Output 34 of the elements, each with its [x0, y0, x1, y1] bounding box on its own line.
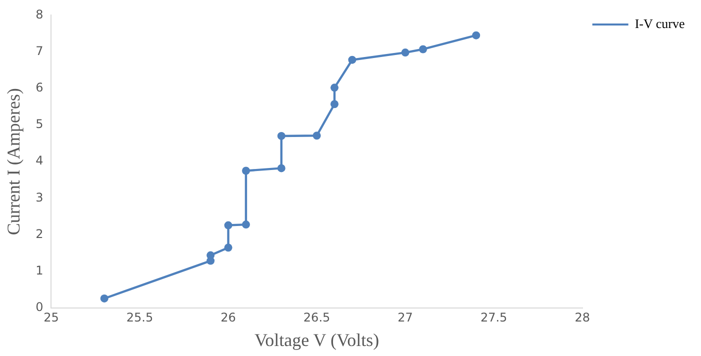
x-tick-label: 26.5 [303, 310, 330, 324]
x-tick-label: 25.5 [126, 310, 154, 324]
y-tick-label: 7 [36, 44, 44, 58]
point [277, 132, 286, 140]
y-tick-label: 8 [36, 7, 44, 22]
x-tick-label: 25 [44, 310, 59, 324]
point [224, 244, 232, 252]
y-tick-label: 1 [36, 264, 44, 278]
point [277, 164, 286, 172]
x-tick-label: 26 [220, 310, 236, 324]
point [224, 221, 232, 230]
legend-label: I-V curve [634, 16, 685, 31]
y-tick-label: 6 [36, 80, 44, 95]
x-tick-label: 27 [398, 310, 413, 324]
point [401, 48, 410, 57]
x-tick-label: 27.5 [480, 310, 508, 324]
y-tick-label: 0 [36, 300, 44, 314]
point [330, 100, 338, 108]
y-tick-label: 5 [36, 117, 44, 132]
point [330, 84, 338, 92]
x-axis-title: Voltage V (Volts) [254, 330, 380, 350]
point [472, 31, 480, 40]
y-tick-label: 2 [36, 226, 44, 241]
point [242, 220, 250, 229]
point [206, 251, 215, 260]
y-tick-label: 4 [36, 154, 44, 168]
x-tick-label: 28 [574, 310, 590, 324]
point [348, 56, 356, 64]
point [242, 166, 250, 175]
y-tick-label: 3 [36, 190, 44, 204]
y-axis-title: Current I (Amperes) [4, 88, 24, 236]
point [100, 294, 108, 302]
point [419, 45, 428, 54]
point [312, 132, 321, 140]
